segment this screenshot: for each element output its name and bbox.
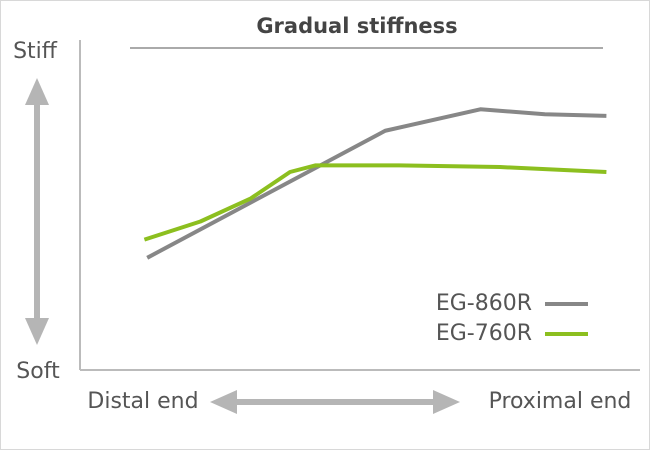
line-series: [146, 107, 607, 260]
line-series: [143, 163, 607, 242]
legend-label: EG-860R: [436, 291, 532, 316]
y-arrow: [25, 78, 49, 345]
x-arrow: [210, 390, 460, 414]
y-label-bottom: Soft: [16, 359, 60, 384]
y-label-top: Stiff: [13, 39, 58, 64]
x-label-left: Distal end: [87, 389, 198, 414]
legend-label: EG-760R: [436, 321, 532, 346]
x-label-right: Proximal end: [489, 389, 632, 414]
chart-title: Gradual stiffness: [256, 14, 457, 38]
